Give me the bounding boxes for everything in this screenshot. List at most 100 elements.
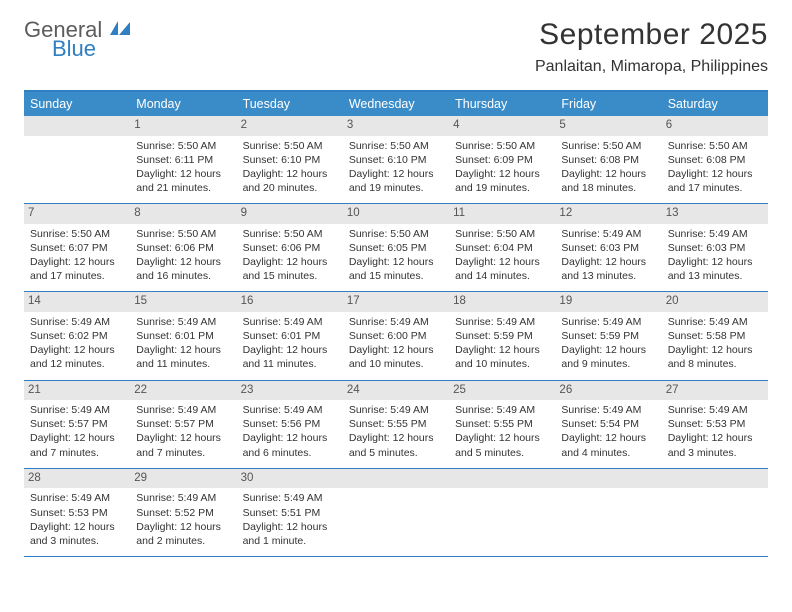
day-number: . bbox=[555, 469, 661, 489]
daylight-text: Daylight: 12 hours and 19 minutes. bbox=[455, 167, 549, 195]
day-number: . bbox=[662, 469, 768, 489]
sunset-text: Sunset: 6:09 PM bbox=[455, 153, 549, 167]
day-cell: . bbox=[343, 469, 449, 556]
sunrise-text: Sunrise: 5:49 AM bbox=[136, 403, 230, 417]
sunrise-text: Sunrise: 5:50 AM bbox=[136, 227, 230, 241]
day-number: . bbox=[343, 469, 449, 489]
day-info: Sunrise: 5:49 AMSunset: 6:00 PMDaylight:… bbox=[347, 315, 445, 372]
day-info: Sunrise: 5:50 AMSunset: 6:08 PMDaylight:… bbox=[666, 139, 764, 196]
day-info: Sunrise: 5:49 AMSunset: 6:01 PMDaylight:… bbox=[241, 315, 339, 372]
day-info: Sunrise: 5:50 AMSunset: 6:05 PMDaylight:… bbox=[347, 227, 445, 284]
sunset-text: Sunset: 5:56 PM bbox=[243, 417, 337, 431]
day-number: 12 bbox=[555, 204, 661, 224]
sunrise-text: Sunrise: 5:49 AM bbox=[561, 227, 655, 241]
sunrise-text: Sunrise: 5:49 AM bbox=[455, 315, 549, 329]
weekday-header-cell: Wednesday bbox=[343, 92, 449, 116]
day-cell: 13Sunrise: 5:49 AMSunset: 6:03 PMDayligh… bbox=[662, 204, 768, 291]
week-row: 14Sunrise: 5:49 AMSunset: 6:02 PMDayligh… bbox=[24, 292, 768, 380]
sunset-text: Sunset: 5:53 PM bbox=[30, 506, 124, 520]
week-row: 28Sunrise: 5:49 AMSunset: 5:53 PMDayligh… bbox=[24, 469, 768, 557]
day-cell: 11Sunrise: 5:50 AMSunset: 6:04 PMDayligh… bbox=[449, 204, 555, 291]
daylight-text: Daylight: 12 hours and 19 minutes. bbox=[349, 167, 443, 195]
day-number: 15 bbox=[130, 292, 236, 312]
day-info: Sunrise: 5:50 AMSunset: 6:11 PMDaylight:… bbox=[134, 139, 232, 196]
day-info: Sunrise: 5:49 AMSunset: 5:59 PMDaylight:… bbox=[453, 315, 551, 372]
daylight-text: Daylight: 12 hours and 6 minutes. bbox=[243, 431, 337, 459]
day-cell: 7Sunrise: 5:50 AMSunset: 6:07 PMDaylight… bbox=[24, 204, 130, 291]
day-cell: 30Sunrise: 5:49 AMSunset: 5:51 PMDayligh… bbox=[237, 469, 343, 556]
daylight-text: Daylight: 12 hours and 4 minutes. bbox=[561, 431, 655, 459]
sunrise-text: Sunrise: 5:50 AM bbox=[243, 139, 337, 153]
daylight-text: Daylight: 12 hours and 12 minutes. bbox=[30, 343, 124, 371]
day-info: Sunrise: 5:49 AMSunset: 6:03 PMDaylight:… bbox=[559, 227, 657, 284]
day-number: 29 bbox=[130, 469, 236, 489]
day-cell: 29Sunrise: 5:49 AMSunset: 5:52 PMDayligh… bbox=[130, 469, 236, 556]
day-number: 9 bbox=[237, 204, 343, 224]
day-info: Sunrise: 5:50 AMSunset: 6:08 PMDaylight:… bbox=[559, 139, 657, 196]
location-text: Panlaitan, Mimaropa, Philippines bbox=[535, 58, 768, 76]
day-info: Sunrise: 5:49 AMSunset: 5:55 PMDaylight:… bbox=[453, 403, 551, 460]
day-number: 25 bbox=[449, 381, 555, 401]
weekday-header-cell: Sunday bbox=[24, 92, 130, 116]
sunrise-text: Sunrise: 5:50 AM bbox=[243, 227, 337, 241]
sunset-text: Sunset: 6:05 PM bbox=[349, 241, 443, 255]
day-number: 1 bbox=[130, 116, 236, 136]
day-cell: 16Sunrise: 5:49 AMSunset: 6:01 PMDayligh… bbox=[237, 292, 343, 379]
day-cell: 12 Sunrise: 5:49 AMSunset: 6:03 PMDayligh… bbox=[555, 204, 661, 291]
day-number: 10 bbox=[343, 204, 449, 224]
day-cell: 28Sunrise: 5:49 AMSunset: 5:53 PMDayligh… bbox=[24, 469, 130, 556]
day-cell: 26Sunrise: 5:49 AMSunset: 5:54 PMDayligh… bbox=[555, 381, 661, 468]
sunrise-text: Sunrise: 5:49 AM bbox=[349, 403, 443, 417]
day-number: 17 bbox=[343, 292, 449, 312]
sunset-text: Sunset: 5:59 PM bbox=[455, 329, 549, 343]
day-number: 3 bbox=[343, 116, 449, 136]
sunset-text: Sunset: 6:11 PM bbox=[136, 153, 230, 167]
month-title: September 2025 bbox=[535, 18, 768, 52]
daylight-text: Daylight: 12 hours and 17 minutes. bbox=[668, 167, 762, 195]
title-block: September 2025 Panlaitan, Mimaropa, Phil… bbox=[535, 18, 768, 76]
day-info: Sunrise: 5:50 AMSunset: 6:10 PMDaylight:… bbox=[347, 139, 445, 196]
daylight-text: Daylight: 12 hours and 8 minutes. bbox=[668, 343, 762, 371]
day-cell: . bbox=[662, 469, 768, 556]
sunrise-text: Sunrise: 5:49 AM bbox=[30, 491, 124, 505]
brand-flag-icon bbox=[110, 17, 132, 42]
day-info: Sunrise: 5:49 AMSunset: 5:59 PMDaylight:… bbox=[559, 315, 657, 372]
day-cell: . bbox=[449, 469, 555, 556]
daylight-text: Daylight: 12 hours and 7 minutes. bbox=[30, 431, 124, 459]
week-row: .1Sunrise: 5:50 AMSunset: 6:11 PMDayligh… bbox=[24, 116, 768, 204]
day-number: 22 bbox=[130, 381, 236, 401]
sunset-text: Sunset: 6:06 PM bbox=[136, 241, 230, 255]
day-number: 6 bbox=[662, 116, 768, 136]
day-info: Sunrise: 5:49 AMSunset: 5:51 PMDaylight:… bbox=[241, 491, 339, 548]
day-cell: 20Sunrise: 5:49 AMSunset: 5:58 PMDayligh… bbox=[662, 292, 768, 379]
weekday-header-cell: Thursday bbox=[449, 92, 555, 116]
day-info: Sunrise: 5:50 AMSunset: 6:06 PMDaylight:… bbox=[134, 227, 232, 284]
day-cell: 18Sunrise: 5:49 AMSunset: 5:59 PMDayligh… bbox=[449, 292, 555, 379]
sunrise-text: Sunrise: 5:50 AM bbox=[30, 227, 124, 241]
sunset-text: Sunset: 6:03 PM bbox=[668, 241, 762, 255]
sunrise-text: Sunrise: 5:49 AM bbox=[349, 315, 443, 329]
sunset-text: Sunset: 6:10 PM bbox=[349, 153, 443, 167]
daylight-text: Daylight: 12 hours and 15 minutes. bbox=[243, 255, 337, 283]
day-cell: 6 Sunrise: 5:50 AMSunset: 6:08 PMDaylight… bbox=[662, 116, 768, 203]
day-number: 26 bbox=[555, 381, 661, 401]
daylight-text: Daylight: 12 hours and 14 minutes. bbox=[455, 255, 549, 283]
day-info: Sunrise: 5:49 AMSunset: 5:57 PMDaylight:… bbox=[134, 403, 232, 460]
daylight-text: Daylight: 12 hours and 10 minutes. bbox=[349, 343, 443, 371]
calendar-grid: SundayMondayTuesdayWednesdayThursdayFrid… bbox=[24, 90, 768, 557]
day-number: 20 bbox=[662, 292, 768, 312]
sunset-text: Sunset: 5:55 PM bbox=[349, 417, 443, 431]
day-info: Sunrise: 5:50 AMSunset: 6:10 PMDaylight:… bbox=[241, 139, 339, 196]
sunrise-text: Sunrise: 5:49 AM bbox=[30, 403, 124, 417]
day-cell: 9Sunrise: 5:50 AMSunset: 6:06 PMDaylight… bbox=[237, 204, 343, 291]
day-cell: 22Sunrise: 5:49 AMSunset: 5:57 PMDayligh… bbox=[130, 381, 236, 468]
weekday-header-cell: Saturday bbox=[662, 92, 768, 116]
sunset-text: Sunset: 6:02 PM bbox=[30, 329, 124, 343]
day-info: Sunrise: 5:50 AMSunset: 6:09 PMDaylight:… bbox=[453, 139, 551, 196]
sunset-text: Sunset: 5:59 PM bbox=[561, 329, 655, 343]
sunrise-text: Sunrise: 5:50 AM bbox=[668, 139, 762, 153]
sunrise-text: Sunrise: 5:49 AM bbox=[30, 315, 124, 329]
day-cell: 14Sunrise: 5:49 AMSunset: 6:02 PMDayligh… bbox=[24, 292, 130, 379]
daylight-text: Daylight: 12 hours and 16 minutes. bbox=[136, 255, 230, 283]
daylight-text: Daylight: 12 hours and 3 minutes. bbox=[668, 431, 762, 459]
